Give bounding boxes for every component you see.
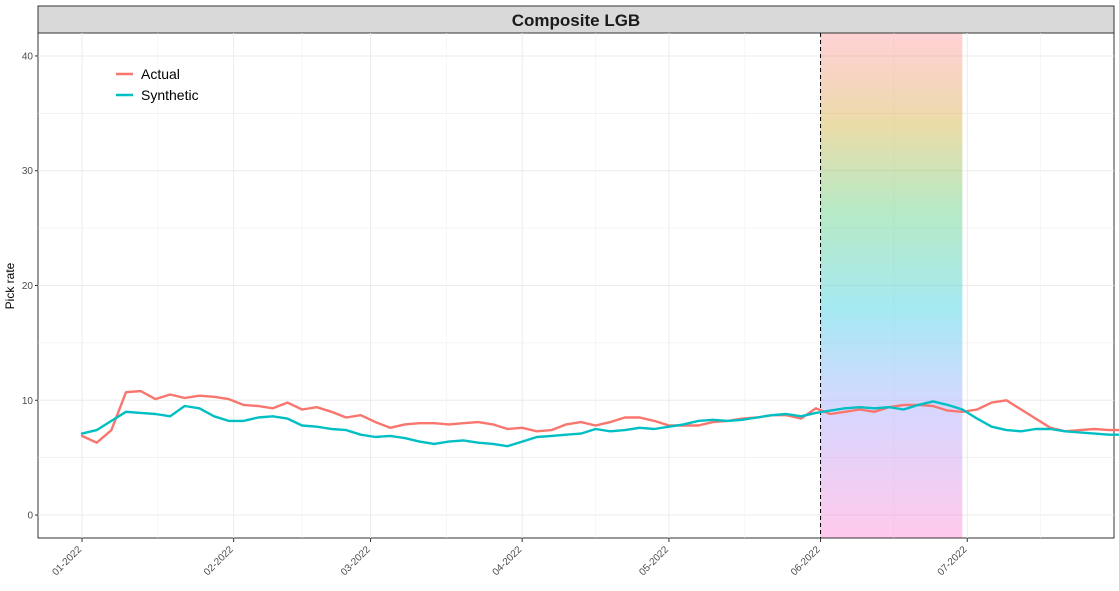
- x-tick-label: 05-2022: [637, 544, 671, 578]
- y-axis-title: Pick rate: [3, 262, 17, 309]
- x-tick-label: 03-2022: [339, 544, 373, 578]
- post-treatment-shading: [820, 33, 963, 538]
- x-tick-label: 07-2022: [936, 544, 970, 578]
- y-axis-ticks: 0 10 20 30 40: [22, 51, 38, 522]
- x-tick-label: 06-2022: [789, 544, 823, 578]
- chart-title: Composite LGB: [512, 11, 640, 30]
- facet-strip: [37, 5, 1115, 34]
- legend: Actual Synthetic: [116, 66, 199, 103]
- y-tick-label: 30: [22, 166, 34, 177]
- series-lines: [80, 389, 1119, 448]
- y-tick-label: 0: [27, 511, 33, 522]
- y-tick-label: 10: [22, 396, 34, 407]
- series-line-synthetic: [80, 400, 1119, 448]
- y-tick-label: 20: [22, 281, 34, 292]
- x-axis-ticks: 01-2022 02-2022 03-2022 04-2022 05-2022 06-20…: [50, 538, 970, 578]
- x-tick-label: 01-2022: [50, 544, 84, 578]
- legend-label-actual: Actual: [141, 66, 180, 82]
- x-tick-label: 02-2022: [202, 544, 236, 578]
- legend-label-synthetic: Synthetic: [141, 87, 199, 103]
- x-tick-label: 04-2022: [491, 544, 525, 578]
- y-tick-label: 40: [22, 51, 34, 62]
